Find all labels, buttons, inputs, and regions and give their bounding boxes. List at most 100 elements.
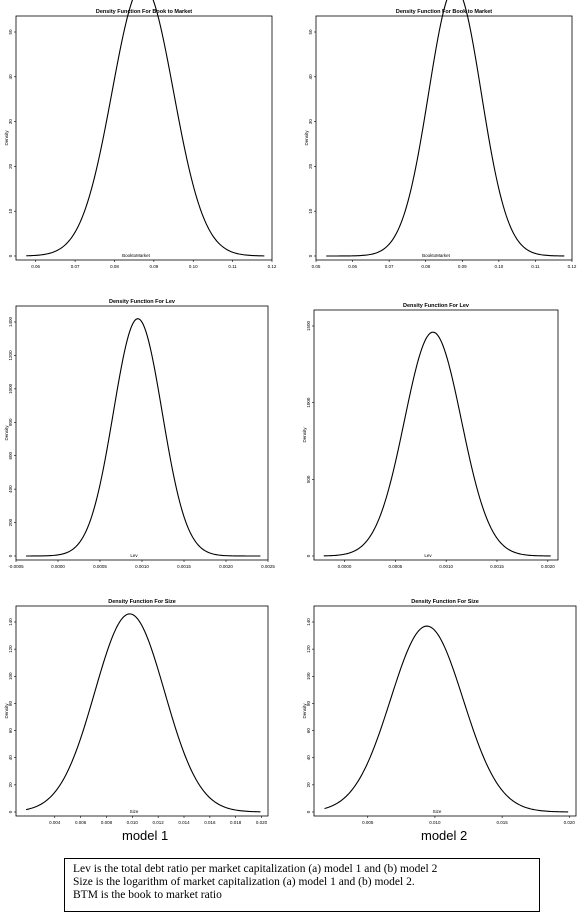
caption-box: Lev is the total debt ratio per market c… xyxy=(64,858,540,912)
chart-svg: Density Function For Book to Market 0 10 20… xyxy=(4,0,277,269)
y-tick-label: 500 xyxy=(306,475,311,483)
y-tick-label: 40 xyxy=(308,74,313,80)
y-tick-label: 20 xyxy=(306,782,311,788)
x-tick-label: 0.012 xyxy=(153,820,165,825)
plot-frame xyxy=(313,605,577,817)
x-axis-label: Size xyxy=(130,809,139,814)
y-tick-label: 140 xyxy=(306,618,311,626)
y-tick-label: 80 xyxy=(8,700,13,706)
y-tick-label: 1500 xyxy=(306,320,311,331)
chart-svg: Density Function For Lev 0 200 400 600 800 100… xyxy=(4,299,275,569)
chart-title: Density Function For Book to Market xyxy=(96,9,192,15)
x-tick-label: 0.11 xyxy=(531,264,540,269)
density-curve xyxy=(26,318,261,557)
chart-panel-lev-model2: Density Function For Lev 0 500 1000 1500 0.00… xyxy=(300,298,560,576)
y-tick-label: 800 xyxy=(8,418,13,426)
chart-panel-size-model1: Density Function For Size 0 20 40 60 80 100 120… xyxy=(2,594,270,832)
y-tick-label: 30 xyxy=(308,119,313,125)
y-tick-label: 600 xyxy=(8,451,13,459)
caption-line-lev: Lev is the total debt ratio per market c… xyxy=(73,863,438,875)
x-tick-label: 0.07 xyxy=(385,264,394,269)
x-tick-label: 0.05 xyxy=(312,264,321,269)
x-tick-label: 0.0000 xyxy=(338,564,352,569)
x-tick-label: 0.0005 xyxy=(388,564,402,569)
plot-frame xyxy=(15,15,273,261)
density-curve xyxy=(26,0,265,257)
x-tick-label: 0.0010 xyxy=(135,564,149,569)
x-tick-label: 0.11 xyxy=(228,264,237,269)
y-tick-label: 0 xyxy=(8,554,13,557)
x-tick-label: -0.0005 xyxy=(8,564,24,569)
y-tick-label: 400 xyxy=(8,485,13,493)
y-tick-label: 0 xyxy=(306,554,311,557)
density-curve xyxy=(25,613,261,813)
x-tick-label: 0.014 xyxy=(178,820,190,825)
x-axis-label: Size xyxy=(433,809,442,814)
y-tick-label: 1400 xyxy=(8,316,13,327)
chart-svg: Density Function For Size 0 20 40 60 80 100 120… xyxy=(4,599,269,825)
chart-svg: Density Function For Lev 0 500 1000 1500 0.00… xyxy=(302,303,559,569)
x-tick-label: 0.0000 xyxy=(51,564,65,569)
x-tick-label: 0.004 xyxy=(49,820,61,825)
x-tick-label: 0.016 xyxy=(204,820,216,825)
y-axis-label: Density xyxy=(4,130,9,146)
chart-panel-size-model2: Density Function For Size 0 20 40 60 80 100 120… xyxy=(300,594,578,832)
x-tick-label: 0.0015 xyxy=(177,564,191,569)
chart-svg: Density Function For Size 0 20 40 60 80 100 120… xyxy=(302,599,577,825)
x-tick-label: 0.008 xyxy=(101,820,113,825)
y-tick-label: 60 xyxy=(8,728,13,734)
chart-title: Density Function For Size xyxy=(411,599,479,605)
y-tick-label: 20 xyxy=(308,163,313,169)
chart-title: Density Function For Lev xyxy=(403,303,470,309)
x-tick-label: 0.0020 xyxy=(541,564,555,569)
chart-title: Density Function For Size xyxy=(108,599,176,605)
y-axis-label: Density xyxy=(302,427,307,443)
x-tick-label: 0.0005 xyxy=(93,564,107,569)
chart-panel-btm-model2: Density Function For Book to Market 0 10 20… xyxy=(302,0,577,276)
density-curve xyxy=(326,0,565,257)
x-tick-label: 0.08 xyxy=(421,264,430,269)
y-tick-label: 1000 xyxy=(306,397,311,408)
y-tick-label: 0 xyxy=(8,254,13,257)
y-axis-label: Density xyxy=(304,130,309,146)
plot-frame xyxy=(15,305,269,561)
y-tick-label: 140 xyxy=(8,618,13,626)
y-axis-label: Density xyxy=(302,703,307,719)
chart-title: Density Function For Book to Market xyxy=(396,9,492,15)
y-tick-label: 1200 xyxy=(8,350,13,361)
x-tick-label: 0.0015 xyxy=(490,564,504,569)
caption-line-btm: BTM is the book to market ratio xyxy=(73,889,222,901)
density-curve xyxy=(323,331,551,557)
y-tick-label: 60 xyxy=(306,728,311,734)
y-tick-label: 100 xyxy=(306,672,311,680)
x-tick-label: 0.0025 xyxy=(261,564,275,569)
x-tick-label: 0.015 xyxy=(496,820,508,825)
x-tick-label: 0.020 xyxy=(256,820,268,825)
chart-panel-lev-model1: Density Function For Lev 0 200 400 600 800 100… xyxy=(2,294,275,576)
y-tick-label: 10 xyxy=(308,208,313,214)
x-axis-label: Lev xyxy=(130,553,138,558)
x-tick-label: 0.10 xyxy=(189,264,198,269)
y-axis-label: Density xyxy=(4,425,9,441)
chart-svg: Density Function For Book to Market 0 10 20… xyxy=(304,0,577,269)
y-tick-label: 100 xyxy=(8,672,13,680)
x-axis-label: BooktoMarket xyxy=(422,253,451,258)
x-tick-label: 0.0020 xyxy=(219,564,233,569)
plot-frame xyxy=(315,15,573,261)
y-tick-label: 40 xyxy=(8,74,13,80)
y-tick-label: 30 xyxy=(8,119,13,125)
x-tick-label: 0.08 xyxy=(110,264,119,269)
x-tick-label: 0.09 xyxy=(458,264,467,269)
y-tick-label: 40 xyxy=(306,755,311,761)
x-tick-label: 0.12 xyxy=(268,264,277,269)
x-tick-label: 0.006 xyxy=(75,820,87,825)
x-tick-label: 0.005 xyxy=(362,820,374,825)
x-axis-label: Lev xyxy=(424,553,432,558)
model-2-label: model 2 xyxy=(421,828,468,843)
plot-frame xyxy=(313,309,559,561)
x-axis-label: BooktoMarket xyxy=(122,253,151,258)
x-tick-label: 0.020 xyxy=(564,820,576,825)
y-tick-label: 1000 xyxy=(8,383,13,394)
x-tick-label: 0.06 xyxy=(31,264,40,269)
y-axis-label: Density xyxy=(4,703,9,719)
